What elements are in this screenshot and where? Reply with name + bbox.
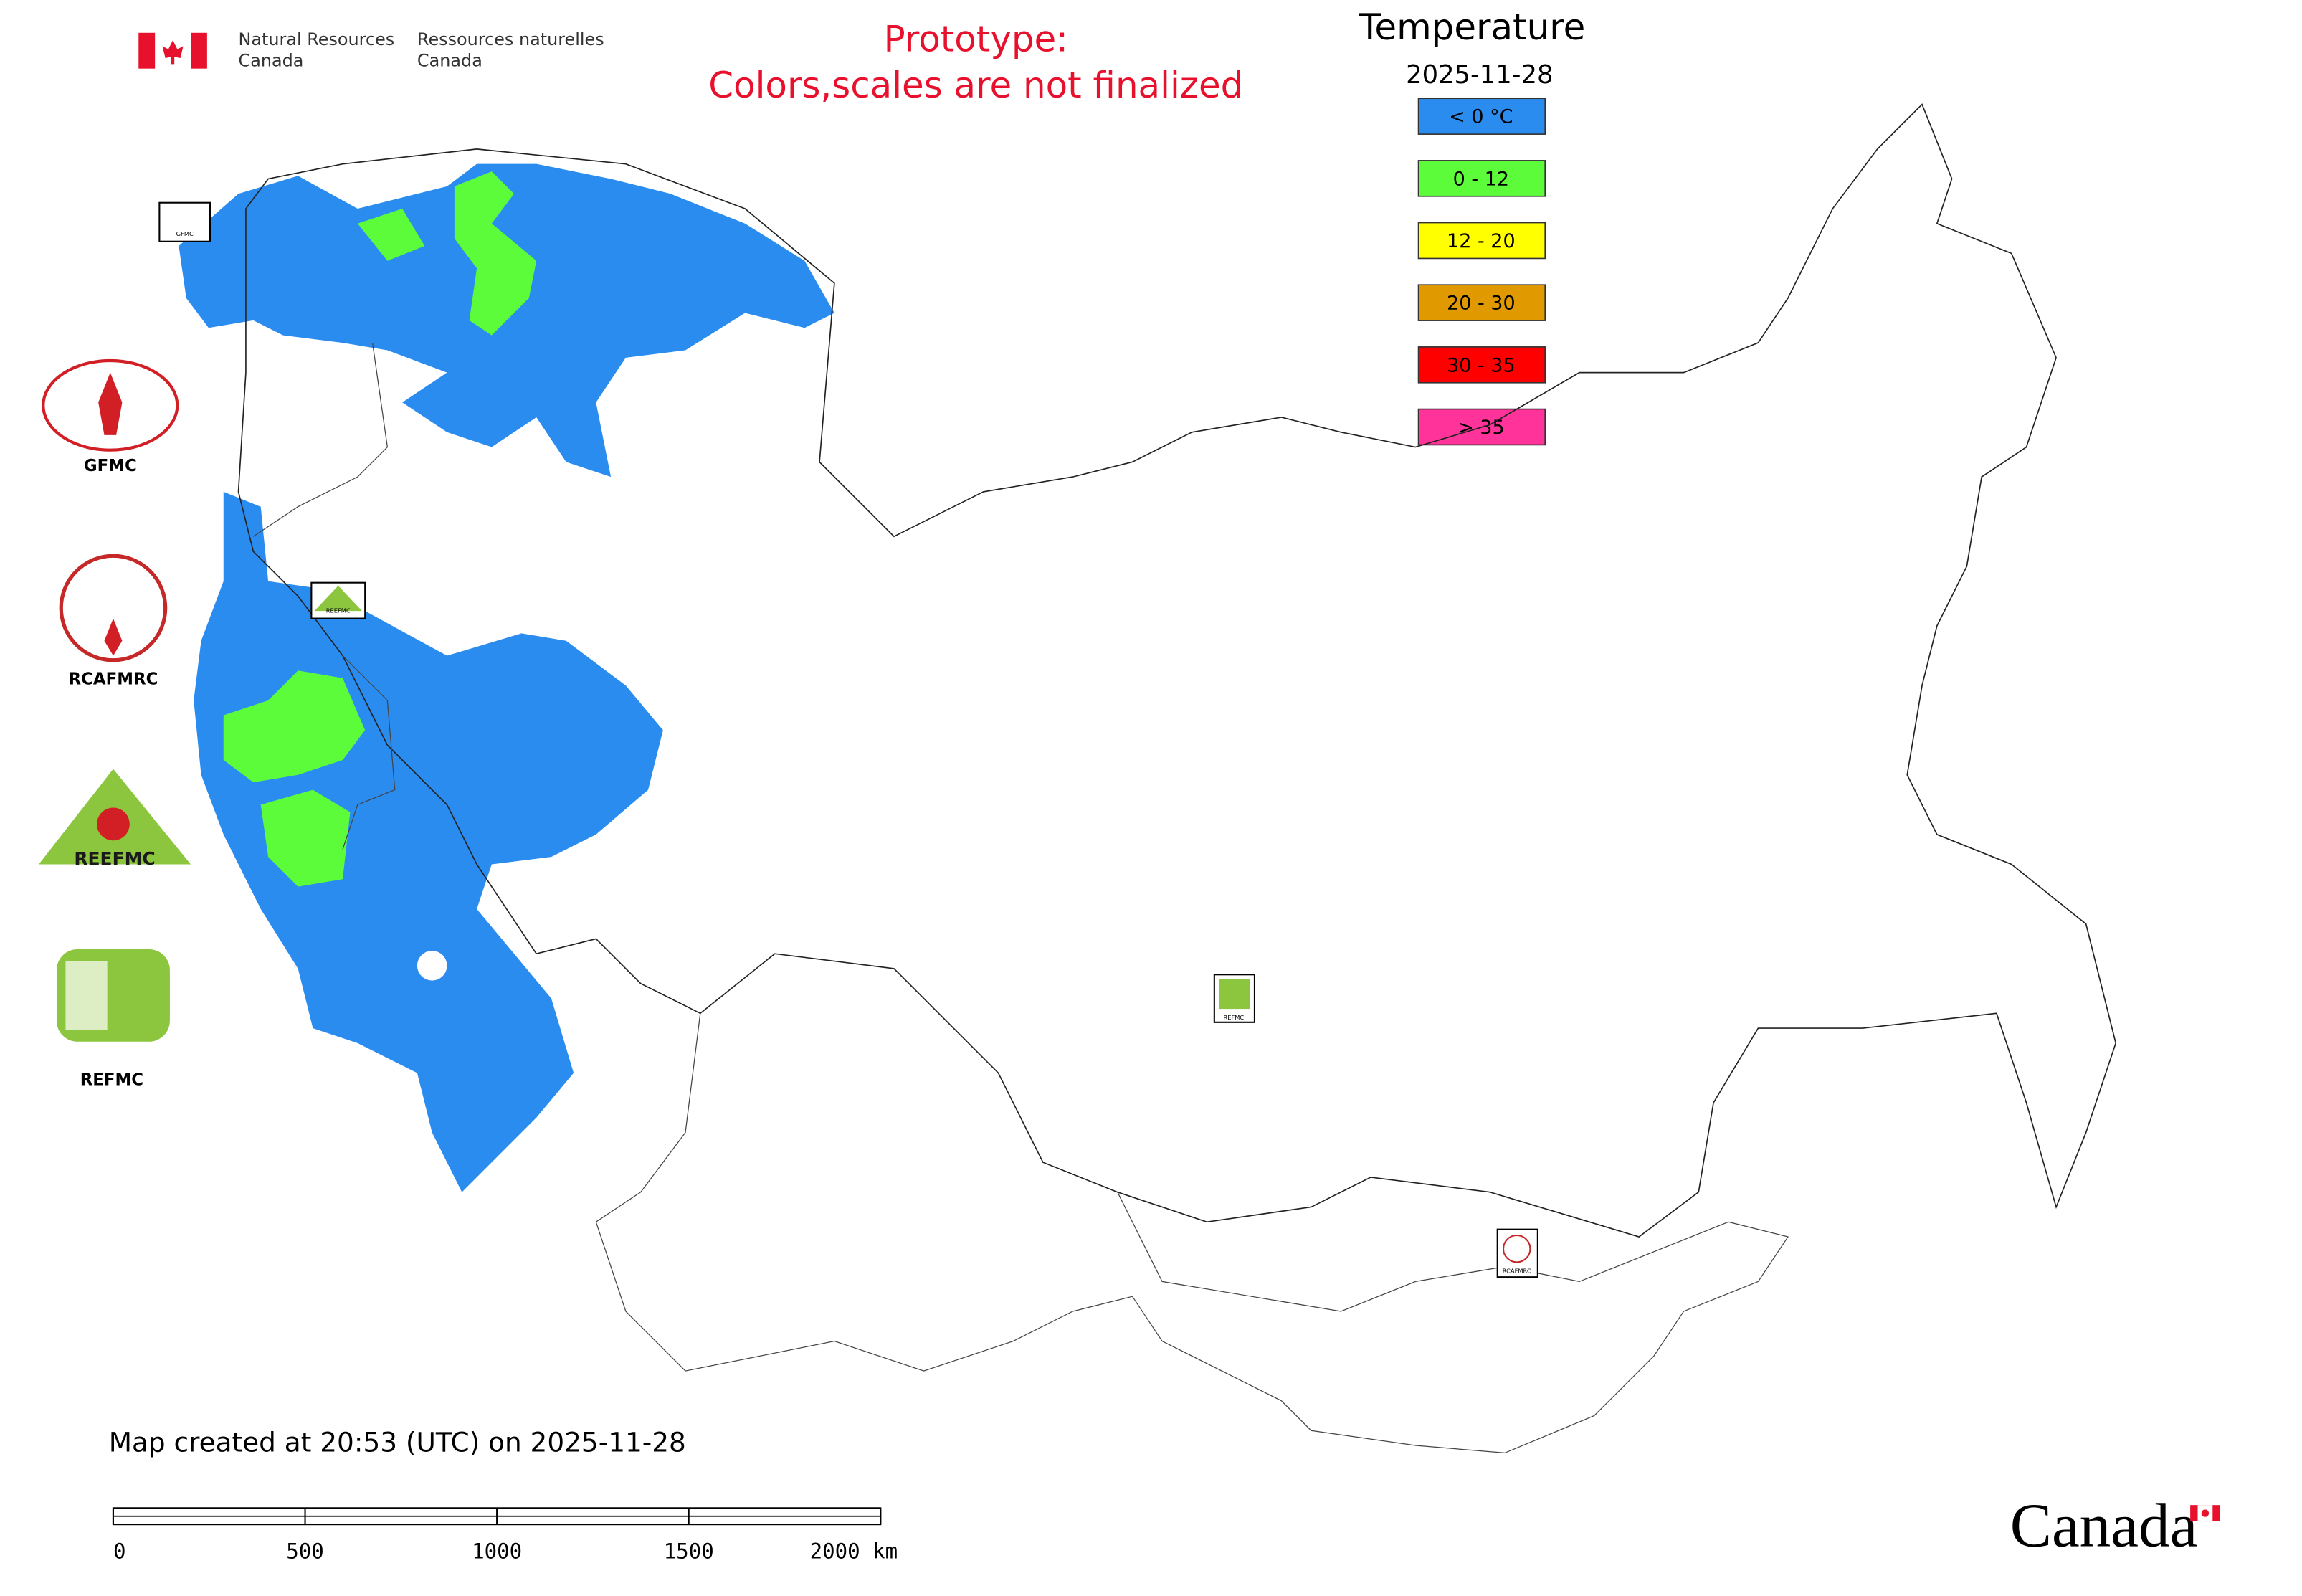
logo-label: REEFMC xyxy=(74,848,155,869)
logo-flame xyxy=(104,618,123,656)
temp-area xyxy=(357,171,537,336)
marker-label: RCAFMRC xyxy=(1503,1267,1531,1274)
marker-icon xyxy=(1502,1234,1531,1263)
logo-label: RCAFMRC xyxy=(69,670,158,688)
logo-gfmc: GFMC xyxy=(42,358,179,475)
legend-swatch xyxy=(1417,160,1546,197)
canada-wordmark: Canada xyxy=(2010,1491,2220,1560)
scale-label: 1000 xyxy=(472,1539,522,1564)
marker: RCAFMRC xyxy=(1496,1228,1538,1278)
lake xyxy=(417,951,447,981)
agency-fr: Canada xyxy=(417,50,482,70)
logo-rcafmrc: RCAFMRC xyxy=(59,554,168,688)
logo-stripes xyxy=(65,961,108,1030)
border xyxy=(252,342,1789,1454)
flag-bar xyxy=(138,32,156,69)
flag-bar xyxy=(191,32,207,69)
basemap xyxy=(179,103,2117,1454)
logo-reefmc: REEFMC xyxy=(39,769,191,869)
marker-icon xyxy=(1219,979,1250,1010)
legend-swatch xyxy=(1417,284,1546,321)
logo-refmc: REFMC xyxy=(56,949,170,1089)
scale-label: 500 xyxy=(286,1539,324,1564)
legend-label: 0 - 12 xyxy=(1453,168,1509,190)
coastline xyxy=(237,103,2117,1238)
marker: REEFMC xyxy=(310,581,366,619)
wordmark: Canada xyxy=(2010,1491,2198,1560)
legend-label: 20 - 30 xyxy=(1447,293,1516,315)
legend-label: 30 - 35 xyxy=(1447,354,1516,376)
temp-area xyxy=(223,670,366,887)
marker-box xyxy=(1496,1228,1538,1278)
prototype-note: Colors,scales are not finalized xyxy=(708,65,1243,106)
nrcan-signature: Natural Resources Canada Ressources natu… xyxy=(138,29,604,70)
legend-swatch xyxy=(1417,346,1546,384)
logo-label: GFMC xyxy=(84,457,137,475)
logo-ring xyxy=(59,554,168,662)
scale-label: 1500 xyxy=(664,1539,714,1564)
prototype-note: Prototype: xyxy=(884,19,1068,60)
temp-area xyxy=(194,491,663,1192)
temp-area xyxy=(179,163,834,478)
legend-title: Temperature xyxy=(1358,6,1585,48)
marker-icon xyxy=(314,585,363,612)
maple-leaf xyxy=(162,40,184,65)
marker-label: REFMC xyxy=(1223,1014,1244,1021)
wordmark-leaf xyxy=(2201,1509,2210,1517)
legend-label: 12 - 20 xyxy=(1447,230,1516,252)
scale-bar: 0 500 1000 1500 2000 km xyxy=(112,1507,898,1564)
marker-label: REEFMC xyxy=(326,607,351,614)
marker-box xyxy=(158,201,211,242)
legend-label: < 0 °C xyxy=(1449,106,1513,128)
logo-ring xyxy=(42,358,179,452)
agency-en: Natural Resources xyxy=(239,29,395,49)
agency-fr: Ressources naturelles xyxy=(417,29,604,49)
logo-label: REFMC xyxy=(80,1070,143,1089)
legend-swatch xyxy=(1417,222,1546,260)
legend-date: 2025-11-28 xyxy=(1406,60,1553,90)
marker: REFMC xyxy=(1213,974,1255,1023)
created-note: Map created at 20:53 (UTC) on 2025-11-28 xyxy=(109,1426,686,1458)
agency-en: Canada xyxy=(239,50,304,70)
scale-label: 0 xyxy=(113,1539,126,1564)
logo-flame xyxy=(98,372,123,435)
marker: GFMC xyxy=(158,201,211,242)
scale-label: 2000 km xyxy=(810,1539,898,1564)
logo-flame xyxy=(97,807,130,841)
marker-label: GFMC xyxy=(176,230,194,237)
legend-swatch xyxy=(1417,98,1546,135)
